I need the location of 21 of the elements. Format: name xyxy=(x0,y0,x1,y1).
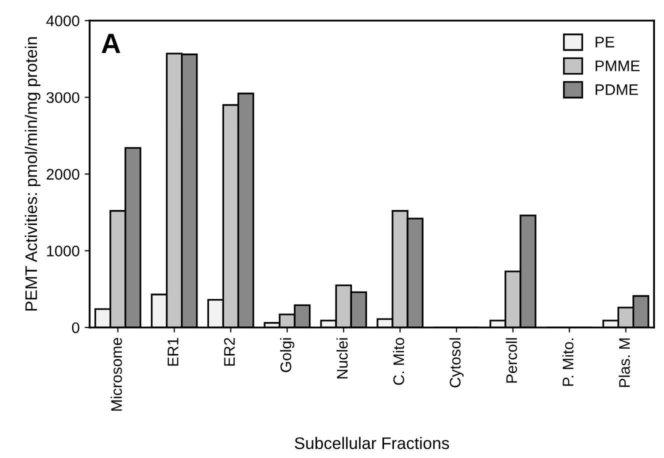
x-tick-label: Microsome xyxy=(110,338,122,411)
x-tick-label: C. Mito xyxy=(392,338,404,385)
legend-label: PE xyxy=(596,36,614,48)
y-tick-label: 1000 xyxy=(47,246,80,256)
x-tick-label: Nuclei xyxy=(336,338,348,378)
x-axis-title: Subcellular Fractions xyxy=(294,436,450,450)
legend-label: PDME xyxy=(596,84,638,95)
x-tick-label: Cytosol xyxy=(449,338,464,388)
y-tick-label: 0 xyxy=(72,322,80,334)
x-tick-label: Plas. M xyxy=(618,338,630,387)
y-tick-label: 3000 xyxy=(46,92,80,104)
y-axis-title: PEMT Activities: pmol/min/mg protein xyxy=(24,37,40,311)
x-tick-label: P. Mito. xyxy=(562,338,574,386)
x-tick-label: ER2 xyxy=(224,338,235,366)
y-tick-label: 2000 xyxy=(46,168,80,180)
y-tick-label: 4000 xyxy=(46,15,80,26)
x-tick-label: Percoll xyxy=(506,338,518,383)
annotation: A xyxy=(102,34,120,54)
x-tick-label: ER1 xyxy=(168,338,178,366)
x-tick-label: Golgi xyxy=(280,338,294,372)
legend-label: PMME xyxy=(596,60,640,72)
